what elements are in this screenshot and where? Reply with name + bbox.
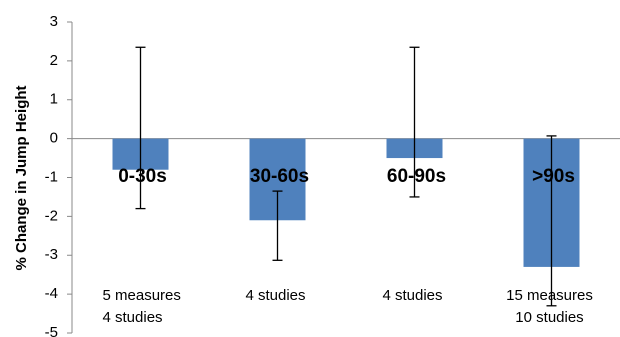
note: 4 studies [245,287,305,304]
note: 4 studies [382,287,442,304]
y-axis-label: % Change in Jump Height [13,85,30,270]
y-tick-label: -1 [45,168,58,185]
y-tick-label: 0 [50,130,58,147]
note: 5 measures [103,287,181,304]
category-label: >90s [532,166,575,187]
note: 15 measures [506,287,593,304]
y-tick-label: -2 [45,207,58,224]
y-tick-label: -5 [45,324,58,337]
y-tick-label: 2 [50,52,58,69]
y-tick-label: 1 [50,91,58,108]
y-tick-label: -4 [45,285,58,302]
category-label: 30-60s [250,166,309,187]
y-tick-label: 3 [50,13,58,30]
category-label: 0-30s [118,166,167,187]
y-tick-label: -3 [45,246,58,263]
note: 4 studies [103,309,163,326]
category-label: 60-90s [387,166,446,187]
note: 10 studies [515,309,583,326]
